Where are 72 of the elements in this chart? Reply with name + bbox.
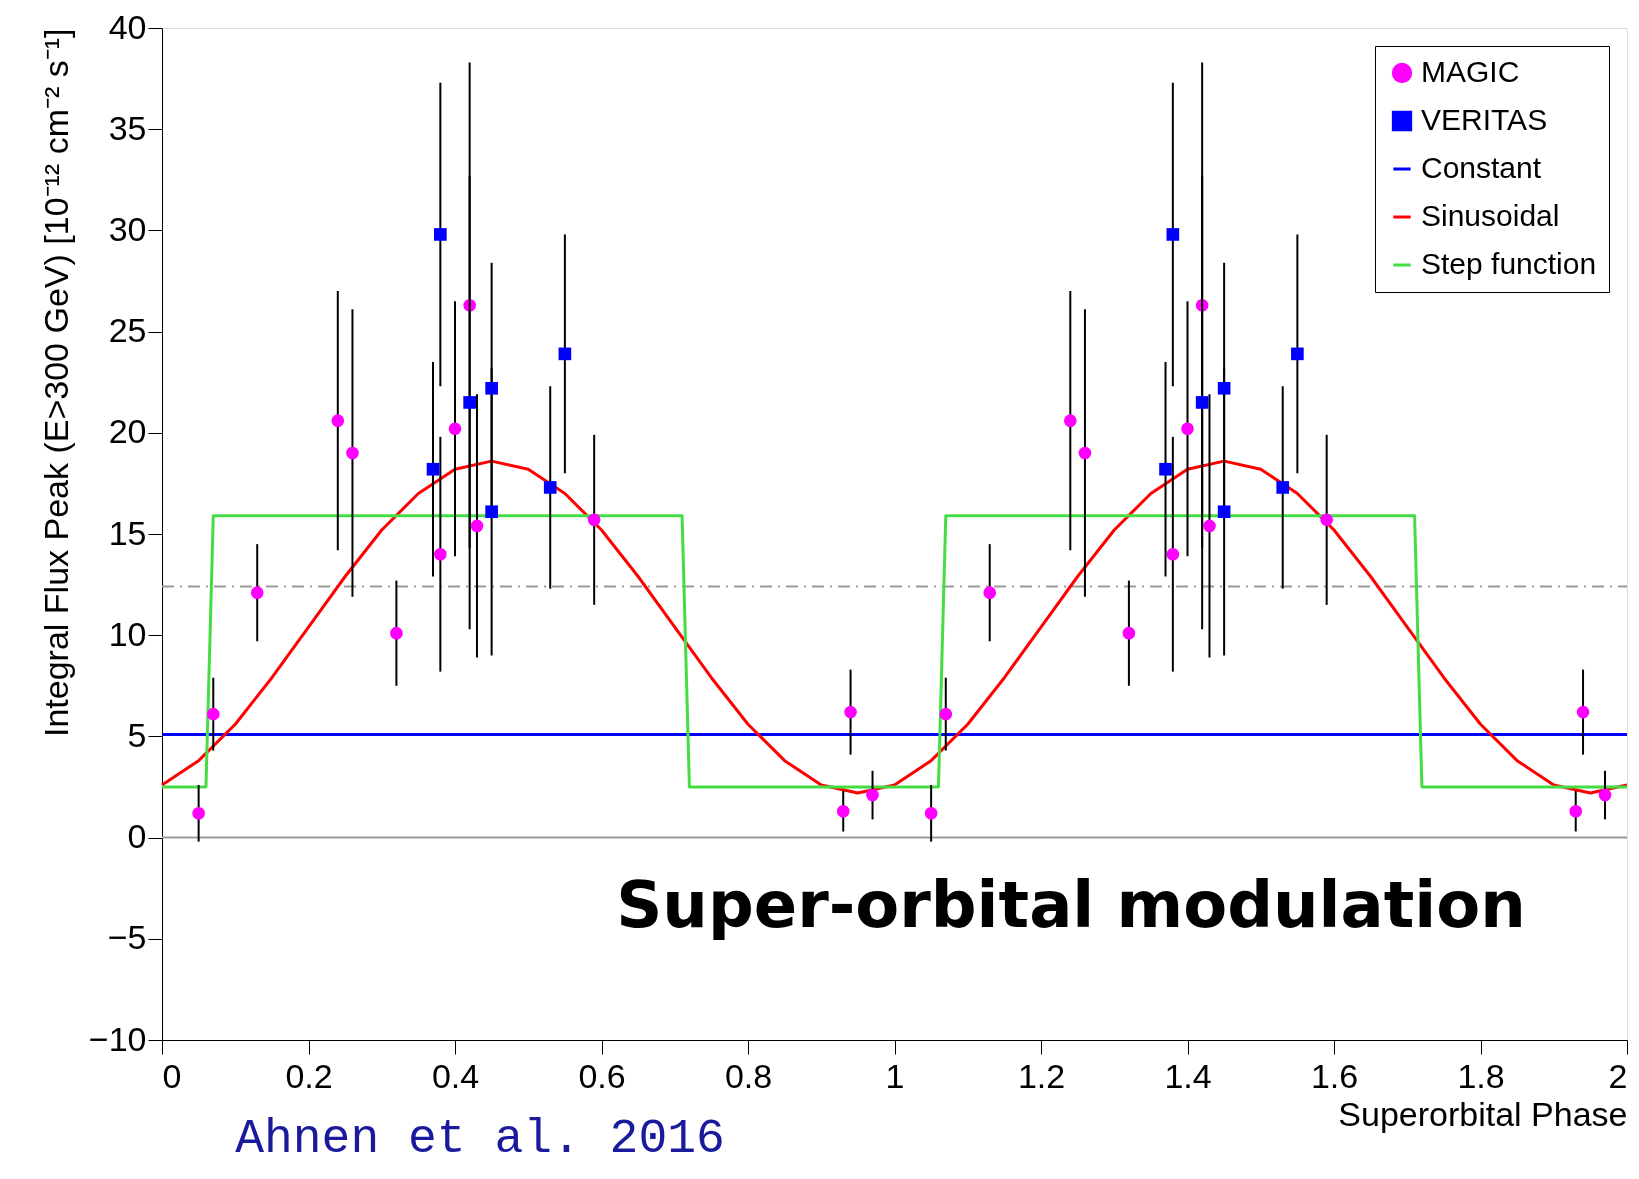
text: Ahnen et al. 2016 [235,1112,725,1166]
y-axis-title: Integral Flux Peak (E>300 GeV) [10⁻¹² cm⁻² s⁻¹] [36,28,75,738]
point [1122,626,1136,640]
x-tick-label: 2 [1608,1056,1628,1095]
y-tick-label: 40 [108,7,147,46]
point [939,707,953,721]
point [1159,462,1172,476]
y-tick-label: 25 [108,311,147,350]
x-tick-label: 0.4 [431,1056,480,1095]
point [1217,381,1231,395]
legend-label: Step function [1421,247,1597,280]
point [434,228,447,241]
x-tick-label: 0.2 [285,1056,333,1095]
annotation: Super-orbital modulation [616,868,1526,942]
point [1217,505,1231,519]
y-tick-label: 10 [108,614,147,653]
point [1291,347,1304,361]
x-tick-label: 1 [885,1056,905,1095]
point [836,804,850,818]
x-tick-label: 0.8 [724,1056,773,1095]
point [331,414,345,427]
point [1598,788,1612,802]
y-tick-label: −5 [107,918,147,957]
x-tick-label: 1.2 [1017,1056,1066,1095]
legend-label: Constant [1421,151,1542,184]
point [434,547,447,561]
y-tick-label: 0 [127,817,147,856]
point [192,807,205,820]
point [1195,396,1209,409]
point [1063,414,1077,427]
point [1576,705,1590,719]
point [1078,446,1092,460]
point [463,396,476,409]
point [983,586,997,600]
x-tick-label: 1.6 [1310,1056,1359,1095]
point [1181,422,1194,436]
x-tick-label: 0 [162,1056,182,1095]
point [390,626,403,640]
point [558,347,572,361]
point [485,381,498,395]
point [1276,481,1290,494]
point [206,707,220,721]
point [485,505,498,519]
y-tick-label: 15 [108,513,147,552]
point [1166,228,1180,241]
point [1166,547,1180,561]
legend-label: Sinusoidal [1421,199,1560,232]
x-tick-label: 0.6 [578,1056,626,1095]
y-tick-label: 5 [127,715,147,754]
point [426,462,440,476]
x-tick-label: 1.4 [1164,1056,1212,1095]
y-tick-label: 35 [108,108,147,147]
legend-label: MAGIC [1421,55,1520,88]
point [844,705,857,719]
x-axis-title: Superorbital Phase [1338,1094,1628,1133]
legend-label: VERITAS [1421,103,1548,136]
point [587,513,601,527]
y-tick-label: −10 [88,1019,147,1058]
point [543,481,557,494]
y-tick-label: 20 [108,412,147,451]
point [250,586,264,600]
y-tick-label: 30 [108,209,147,248]
line-series [160,459,1629,795]
point [448,422,462,436]
point [346,446,359,460]
point [1569,804,1583,818]
point [924,807,938,820]
point [470,519,484,533]
point [1203,519,1216,533]
point [1320,513,1333,527]
point [866,788,879,802]
x-tick-label: 1.8 [1457,1056,1505,1095]
